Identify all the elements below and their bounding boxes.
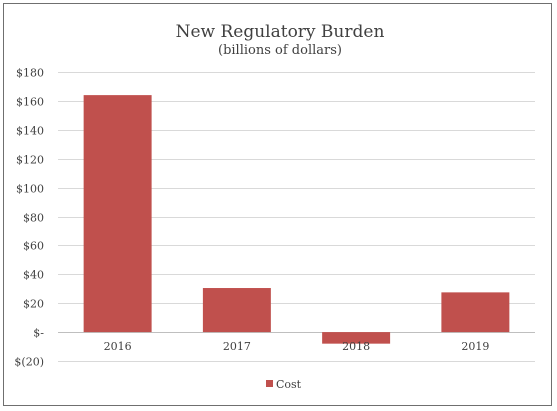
- bar-2017: [202, 288, 271, 333]
- x-axis-tick-labels: 2016 2017 2018 2019: [104, 340, 490, 353]
- y-tick-label: $120: [16, 154, 44, 167]
- chart-title: New Regulatory Burden: [176, 22, 385, 42]
- y-axis-tick-labels: $180 $160 $140 $120 $100 $80 $60 $40 $20 $- $(20): [14, 67, 44, 369]
- x-tick-label: 2018: [342, 340, 370, 353]
- x-tick-label: 2017: [223, 340, 251, 353]
- legend-swatch-cost: [266, 380, 273, 387]
- y-tick-label: $20: [23, 298, 44, 311]
- bar-2019: [441, 292, 510, 333]
- bars: [83, 95, 510, 344]
- y-tick-label: $60: [23, 240, 44, 253]
- x-tick-label: 2019: [461, 340, 489, 353]
- legend: Cost: [266, 378, 302, 391]
- y-tick-label: $100: [16, 183, 44, 196]
- y-tick-label: $140: [16, 125, 44, 138]
- y-tick-label: $40: [23, 269, 44, 282]
- y-tick-label: $80: [23, 212, 44, 225]
- y-tick-label: $(20): [14, 356, 44, 369]
- y-tick-label: $-: [33, 327, 44, 340]
- y-tick-label: $180: [16, 67, 44, 80]
- x-tick-label: 2016: [104, 340, 132, 353]
- bar-2018: [322, 332, 391, 344]
- y-tick-label: $160: [16, 96, 44, 109]
- bar-2016: [83, 95, 152, 333]
- legend-label-cost: Cost: [276, 378, 302, 391]
- chart-subtitle: (billions of dollars): [218, 43, 342, 58]
